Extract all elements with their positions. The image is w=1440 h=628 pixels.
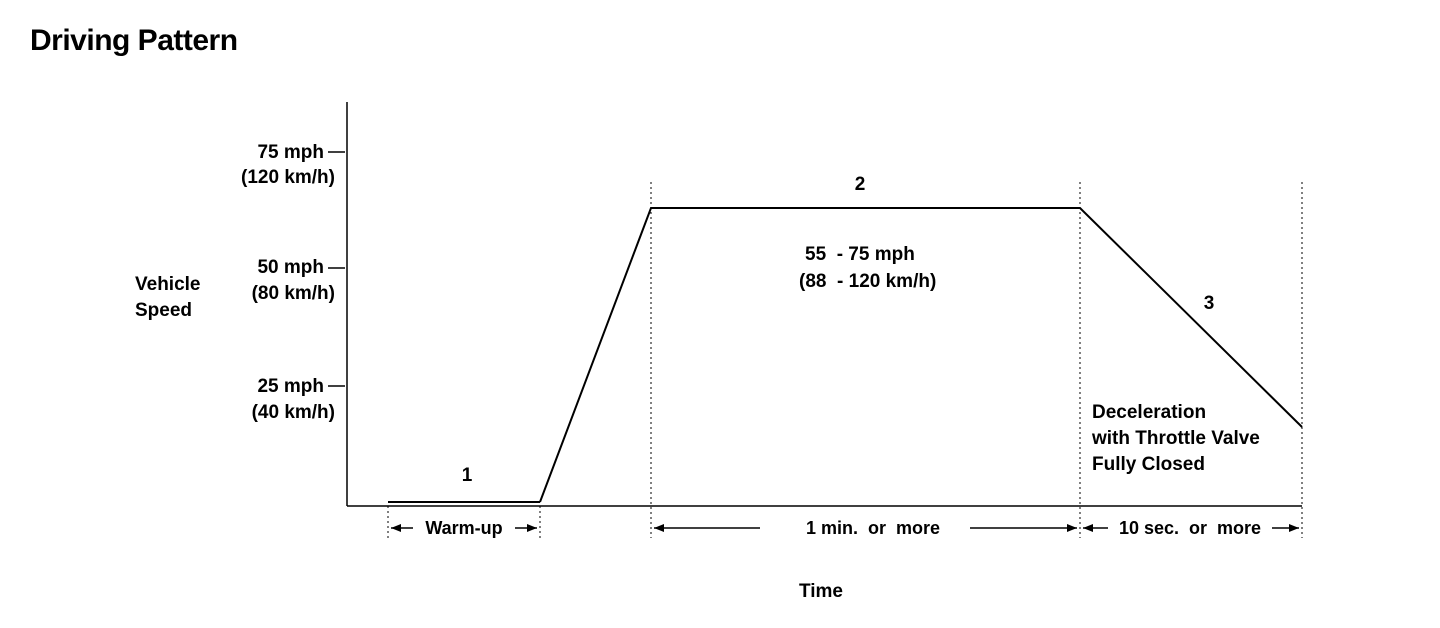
phase-2-speed-mph: 55 - 75 mph <box>805 244 915 265</box>
y-tick-label-75-mph: 75 mph <box>257 142 324 163</box>
phase-2-number: 2 <box>855 174 866 195</box>
warmup-duration-label: Warm-up <box>425 518 502 538</box>
y-tick-label-75-kmh: (120 km/h) <box>241 167 335 188</box>
phase-3-duration-label: 10 sec. or more <box>1119 518 1261 538</box>
speed-profile-line <box>539 207 1303 503</box>
phase-3-note-line2: with Throttle Valve <box>1091 428 1260 449</box>
y-axis-label-line1: Vehicle <box>135 274 201 295</box>
y-tick-label-25-mph: 25 mph <box>257 376 324 397</box>
phase-1-number: 1 <box>462 465 473 486</box>
x-axis-label: Time <box>799 581 843 602</box>
y-tick-label-25-kmh: (40 km/h) <box>252 402 335 423</box>
phase-3-note-line1: Deceleration <box>1092 402 1206 423</box>
phase-3-note-line3: Fully Closed <box>1092 454 1205 475</box>
y-axis-label-line2: Speed <box>135 300 192 321</box>
page-title: Driving Pattern <box>30 24 238 57</box>
y-tick-label-50-mph: 50 mph <box>257 257 324 278</box>
phase-2-speed-kmh: (88 - 120 km/h) <box>799 271 936 292</box>
phase-3-number: 3 <box>1204 293 1215 314</box>
phase-2-duration-label: 1 min. or more <box>806 518 940 538</box>
y-tick-label-50-kmh: (80 km/h) <box>252 283 335 304</box>
